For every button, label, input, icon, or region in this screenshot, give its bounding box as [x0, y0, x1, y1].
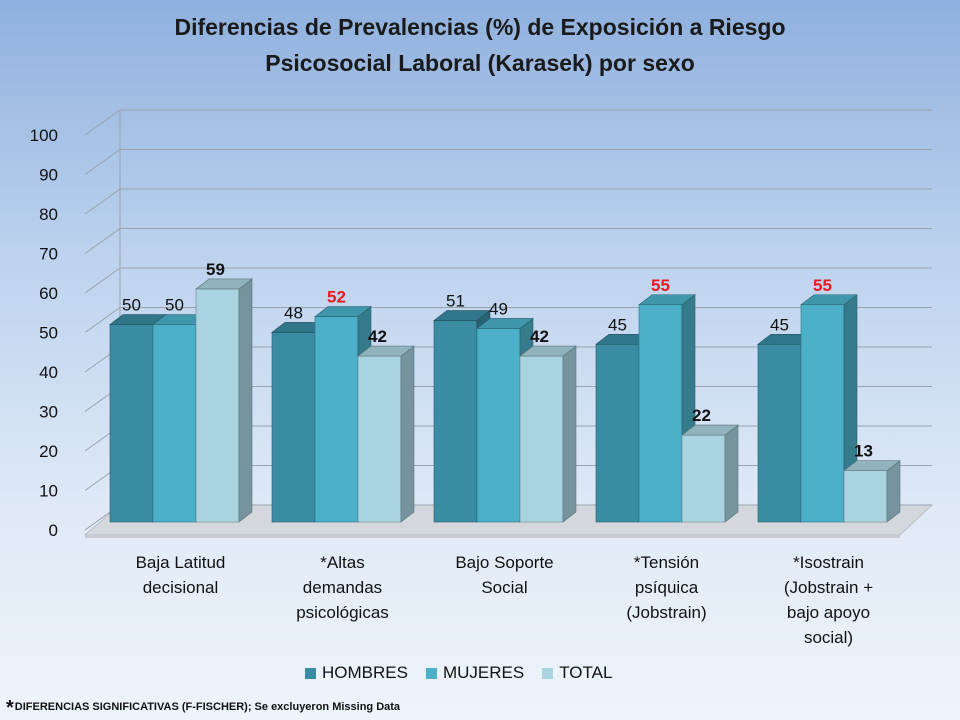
category-label-3-line-0: *Tensión — [634, 553, 699, 572]
data-label-hombres-2: 51 — [446, 292, 465, 311]
category-label-0-line-1: decisional — [143, 578, 219, 597]
category-label-3-line-1: psíquica — [635, 578, 699, 597]
legend-item-total: TOTAL — [542, 663, 612, 683]
y-tick-label-20: 20 — [39, 442, 58, 461]
data-label-total-1: 42 — [368, 327, 387, 346]
bar-total-2 — [519, 355, 564, 523]
y-tick-label-0: 0 — [49, 521, 58, 540]
bar-mujeres-1 — [314, 316, 359, 523]
legend-swatch-total — [542, 667, 554, 679]
bar-hombres-2 — [433, 320, 478, 523]
bar-top-total-4 — [843, 460, 901, 471]
legend-item-hombres: HOMBRES — [305, 663, 408, 683]
bar-top-mujeres-1 — [314, 306, 372, 317]
category-label-4-line-0: *Isostrain — [793, 553, 864, 572]
data-label-mujeres-2: 49 — [489, 299, 508, 318]
bar-side-total-4 — [886, 460, 901, 523]
y-tick-label-90: 90 — [39, 166, 58, 185]
data-label-mujeres-1: 52 — [327, 288, 346, 307]
chart-title-line-2: Psicosocial Laboral (Karasek) por sexo — [265, 50, 695, 76]
y-tick-label-60: 60 — [39, 284, 58, 303]
bar-top-mujeres-3 — [638, 294, 696, 306]
bar-hombres-4 — [757, 343, 802, 523]
legend-swatch-mujeres — [425, 667, 437, 679]
legend-item-mujeres: MUJERES — [425, 663, 525, 683]
data-label-hombres-4: 45 — [770, 315, 789, 334]
bar-top-total-3 — [681, 424, 739, 436]
gridline-wall-70 — [84, 228, 121, 254]
legend: HOMBRES MUJERES TOTAL — [305, 663, 612, 683]
data-label-mujeres-4: 55 — [813, 276, 832, 295]
gridline-wall-90 — [84, 149, 121, 175]
legend-label-total: TOTAL — [559, 663, 613, 682]
gridline-wall-60 — [84, 267, 121, 294]
bar-side-total-0 — [238, 278, 253, 523]
y-tick-label-30: 30 — [39, 403, 58, 422]
bar-total-1 — [357, 355, 402, 523]
bar-top-total-2 — [519, 345, 577, 357]
data-label-mujeres-3: 55 — [651, 276, 670, 295]
bar-mujeres-3 — [638, 304, 683, 523]
gridline-wall-80 — [84, 188, 121, 215]
gridline-wall-50 — [84, 307, 121, 333]
y-tick-label-70: 70 — [39, 245, 58, 264]
category-label-3-line-2: (Jobstrain) — [626, 603, 706, 622]
bar-top-mujeres-4 — [800, 294, 858, 306]
legend-label-mujeres: MUJERES — [442, 663, 525, 682]
y-tick-label-10: 10 — [39, 482, 58, 501]
category-label-4-line-3: social) — [804, 628, 853, 647]
data-label-total-3: 22 — [692, 406, 711, 425]
bar-top-total-0 — [195, 278, 253, 290]
data-label-hombres-1: 48 — [284, 303, 303, 322]
data-label-mujeres-0: 50 — [165, 296, 184, 315]
y-tick-label-80: 80 — [39, 205, 58, 224]
category-label-0-line-0: Baja Latitud — [136, 553, 226, 572]
category-label-2-line-0: Bajo Soporte — [455, 553, 553, 572]
bar-total-4 — [843, 470, 888, 523]
data-label-hombres-3: 45 — [608, 315, 627, 334]
bar-mujeres-4 — [800, 304, 845, 523]
bar-top-hombres-2 — [433, 310, 491, 321]
gridline-wall-100 — [84, 109, 121, 136]
category-label-2-line-1: Social — [481, 578, 527, 597]
bar-side-total-3 — [724, 424, 739, 523]
category-label-1-line-0: *Altas — [320, 553, 364, 572]
bar-total-0 — [195, 288, 240, 523]
data-label-total-4: 13 — [854, 442, 873, 461]
category-label-1-line-1: demandas — [303, 578, 382, 597]
bar-hombres-0 — [109, 324, 154, 523]
bar-mujeres-2 — [476, 328, 521, 523]
chart-floor-edge — [85, 535, 900, 538]
chart-title-line-1: Diferencias de Prevalencias (%) de Expos… — [174, 14, 786, 40]
category-label-4-line-2: bajo apoyo — [787, 603, 870, 622]
bar-hombres-3 — [595, 343, 640, 523]
bar-top-mujeres-2 — [476, 318, 534, 329]
legend-label-hombres: HOMBRES — [322, 663, 408, 682]
bar-total-3 — [681, 434, 726, 523]
legend-swatch-hombres — [305, 667, 316, 679]
category-label-1-line-2: psicológicas — [296, 603, 389, 622]
y-tick-label-100: 100 — [30, 126, 58, 145]
bar-side-total-2 — [562, 345, 577, 523]
bar-hombres-1 — [271, 332, 316, 523]
footnote-mark: * — [6, 697, 14, 719]
footnote: *DIFERENCIAS SIGNIFICATIVAS (F-FISCHER);… — [6, 697, 400, 720]
data-label-total-0: 59 — [206, 260, 225, 279]
y-tick-label-50: 50 — [39, 324, 58, 343]
bar-side-total-1 — [400, 345, 415, 523]
data-label-hombres-0: 50 — [122, 296, 141, 315]
data-label-total-2: 42 — [530, 327, 549, 346]
bar-mujeres-0 — [152, 324, 197, 523]
bar-top-total-1 — [357, 345, 415, 357]
y-tick-label-40: 40 — [39, 363, 58, 382]
footnote-text: DIFERENCIAS SIGNIFICATIVAS (F-FISCHER); … — [14, 701, 401, 713]
category-label-4-line-1: (Jobstrain + — [784, 578, 873, 597]
